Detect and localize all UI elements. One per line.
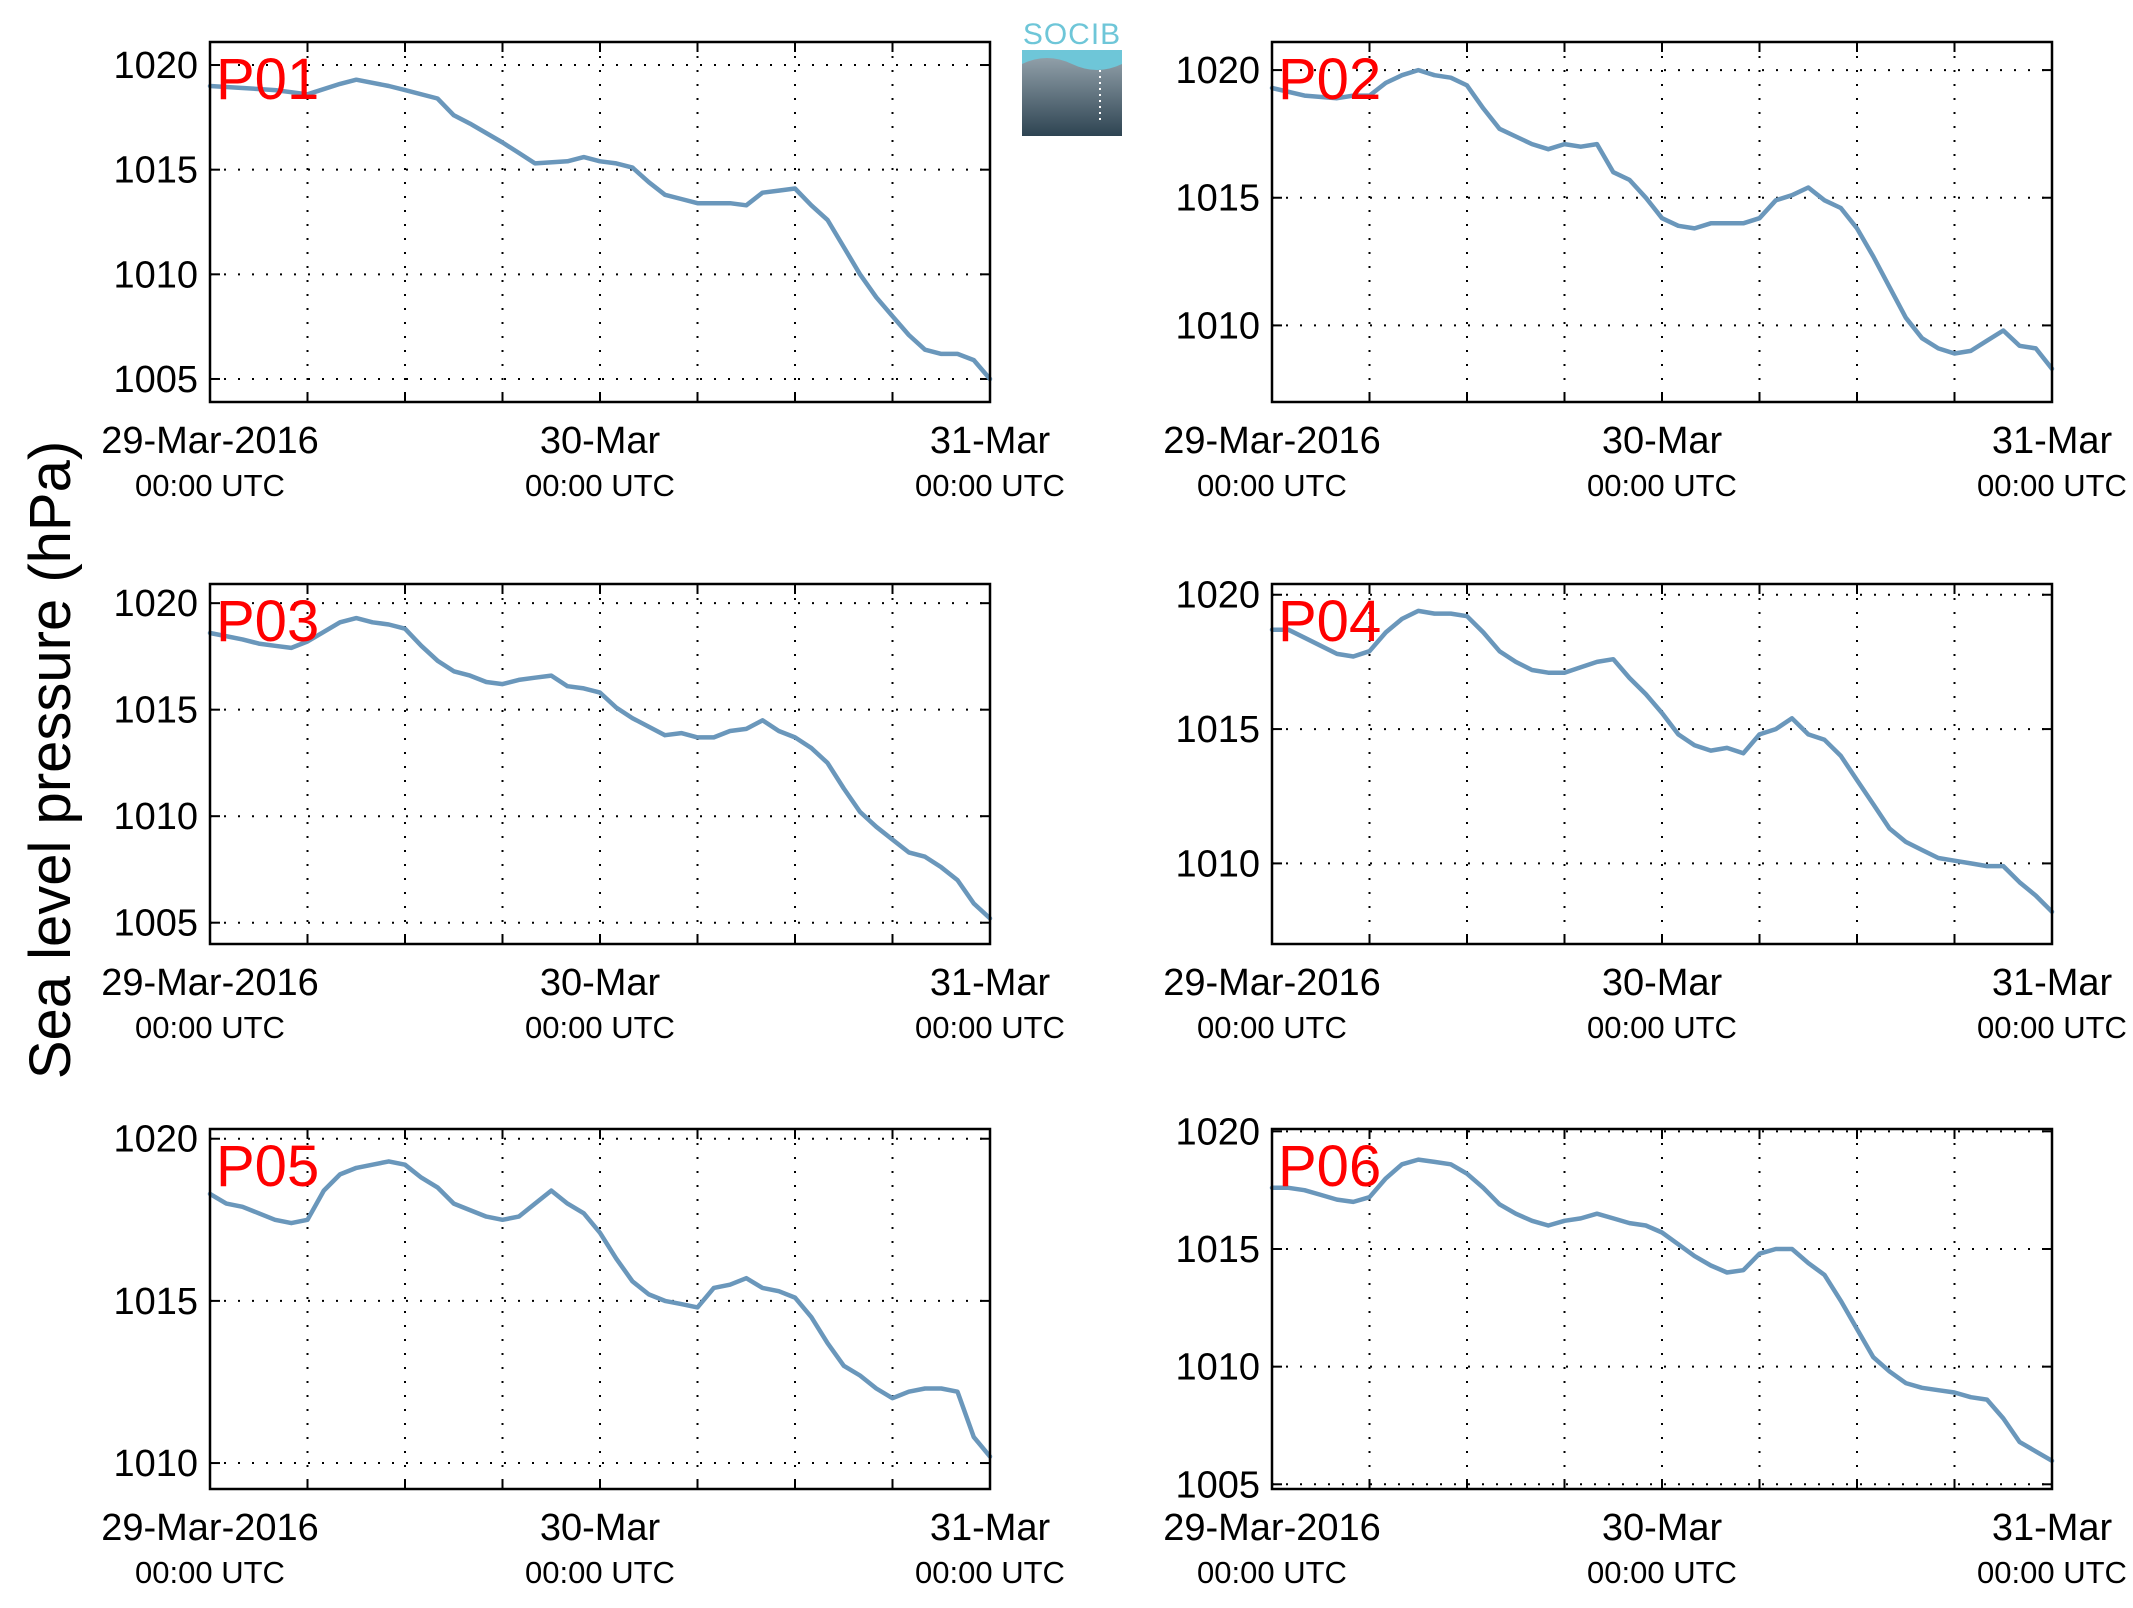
y-tick-label: 1020: [113, 583, 198, 625]
y-tick-label: 1005: [113, 903, 198, 945]
x-tick-label-time: 00:00 UTC: [1977, 468, 2127, 503]
x-tick-label-date: 29-Mar-2016: [101, 1507, 319, 1549]
x-tick-label-time: 00:00 UTC: [1197, 468, 1347, 503]
x-tick-label-time: 00:00 UTC: [525, 1555, 675, 1590]
y-tick-label: 1010: [113, 796, 198, 838]
panel-label: P01: [216, 47, 319, 112]
series-line: [1269, 1157, 2055, 1464]
x-tick-label-date: 30-Mar: [540, 420, 661, 462]
x-tick-label-time: 00:00 UTC: [915, 1010, 1065, 1045]
x-tick-label-time: 00:00 UTC: [1977, 1555, 2127, 1590]
y-tick-label: 1015: [1175, 178, 1260, 220]
x-tick-label-time: 00:00 UTC: [135, 468, 285, 503]
x-tick-label-time: 00:00 UTC: [525, 468, 675, 503]
y-tick-label: 1010: [1175, 843, 1260, 885]
y-tick-label: 1010: [113, 1443, 198, 1485]
x-tick-label-date: 31-Mar: [1992, 962, 2113, 1004]
series-line: [1269, 608, 2055, 915]
x-tick-label-time: 00:00 UTC: [915, 468, 1065, 503]
x-tick-label-date: 29-Mar-2016: [1163, 962, 1381, 1004]
plot-panel-p05: 1010 1015 1020 P05 29-Mar-2016 00:00 UTC 30-Ma…: [101, 1119, 1065, 1590]
y-tick-label: 1010: [1175, 1347, 1260, 1389]
x-tick-label-time: 00:00 UTC: [915, 1555, 1065, 1590]
panel-label: P02: [1278, 47, 1381, 112]
axes-frame: [1270, 40, 2054, 404]
socib-logo-text: SOCIB: [1023, 18, 1121, 51]
x-tick-label-date: 29-Mar-2016: [101, 962, 319, 1004]
plot-panel-p04: 1010 1015 1020 P04 29-Mar-2016 00:00 UTC 30-Ma…: [1163, 575, 2127, 1045]
y-tick-label: 1020: [1175, 1111, 1260, 1153]
y-tick-label: 1005: [113, 359, 198, 401]
panel-label: P06: [1278, 1134, 1381, 1199]
series-line: [207, 615, 993, 921]
x-tick-label-date: 29-Mar-2016: [1163, 1507, 1381, 1549]
panel-label: P03: [216, 589, 319, 654]
x-tick-label-date: 30-Mar: [540, 1507, 661, 1549]
y-tick-label: 1015: [113, 150, 198, 192]
axes-frame: [208, 1127, 992, 1491]
plot-panel-p03: 1005 1010 1015 1020 P03 29-Mar-2016 00:00 UTC 3…: [101, 582, 1065, 1045]
y-tick-label: 1020: [113, 45, 198, 87]
y-tick-label: 1015: [1175, 1229, 1260, 1271]
series-line: [207, 1159, 993, 1459]
axes-frame: [1270, 582, 2054, 946]
y-tick-label: 1020: [113, 1119, 198, 1161]
plot-panel-p06: 1005 1010 1015 1020 P06 29-Mar-2016 00:00 UTC 3…: [1163, 1111, 2127, 1590]
y-axis-label: Sea level pressure (hPa): [18, 441, 83, 1079]
axes-frame: [1270, 1127, 2054, 1491]
series-line: [1269, 67, 2055, 372]
panel-label: P04: [1278, 589, 1381, 654]
y-tick-label: 1015: [1175, 709, 1260, 751]
x-tick-label-time: 00:00 UTC: [1197, 1010, 1347, 1045]
x-tick-label-time: 00:00 UTC: [135, 1010, 285, 1045]
y-tick-label: 1010: [113, 254, 198, 296]
axes-frame: [208, 582, 992, 946]
y-tick-label: 1020: [1175, 50, 1260, 92]
x-tick-label-date: 30-Mar: [1602, 1507, 1723, 1549]
y-tick-label: 1015: [113, 1281, 198, 1323]
x-tick-label-date: 31-Mar: [930, 1507, 1051, 1549]
x-tick-label-date: 31-Mar: [930, 420, 1051, 462]
socib-logo: SOCIB: [1022, 18, 1122, 136]
y-tick-label: 1015: [113, 690, 198, 732]
x-tick-label-time: 00:00 UTC: [1587, 1555, 1737, 1590]
x-tick-label-time: 00:00 UTC: [1587, 1010, 1737, 1045]
series-line: [207, 77, 993, 382]
x-tick-label-date: 30-Mar: [1602, 420, 1723, 462]
x-tick-label-time: 00:00 UTC: [1977, 1010, 2127, 1045]
axes-frame: [208, 40, 992, 404]
x-tick-label-date: 30-Mar: [1602, 962, 1723, 1004]
plot-panel-p01: 1005 1010 1015 1020 P01 29-Mar-2016 00:00 UTC 3…: [101, 40, 1065, 503]
panel-label: P05: [216, 1134, 319, 1199]
x-tick-label-time: 00:00 UTC: [1197, 1555, 1347, 1590]
y-tick-label: 1005: [1175, 1464, 1260, 1506]
x-tick-label-date: 29-Mar-2016: [101, 420, 319, 462]
plot-panel-p02: 1010 1015 1020 P02 29-Mar-2016 00:00 UTC 30-Ma…: [1163, 40, 2127, 503]
x-tick-label-time: 00:00 UTC: [1587, 468, 1737, 503]
y-tick-label: 1020: [1175, 575, 1260, 617]
x-tick-label-date: 31-Mar: [1992, 1507, 2113, 1549]
x-tick-label-time: 00:00 UTC: [135, 1555, 285, 1590]
socib-logo-wave: [1022, 50, 1122, 70]
x-tick-label-date: 31-Mar: [930, 962, 1051, 1004]
x-tick-label-date: 30-Mar: [540, 962, 661, 1004]
x-tick-label-date: 31-Mar: [1992, 420, 2113, 462]
y-tick-label: 1010: [1175, 305, 1260, 347]
x-tick-label-time: 00:00 UTC: [525, 1010, 675, 1045]
x-tick-label-date: 29-Mar-2016: [1163, 420, 1381, 462]
